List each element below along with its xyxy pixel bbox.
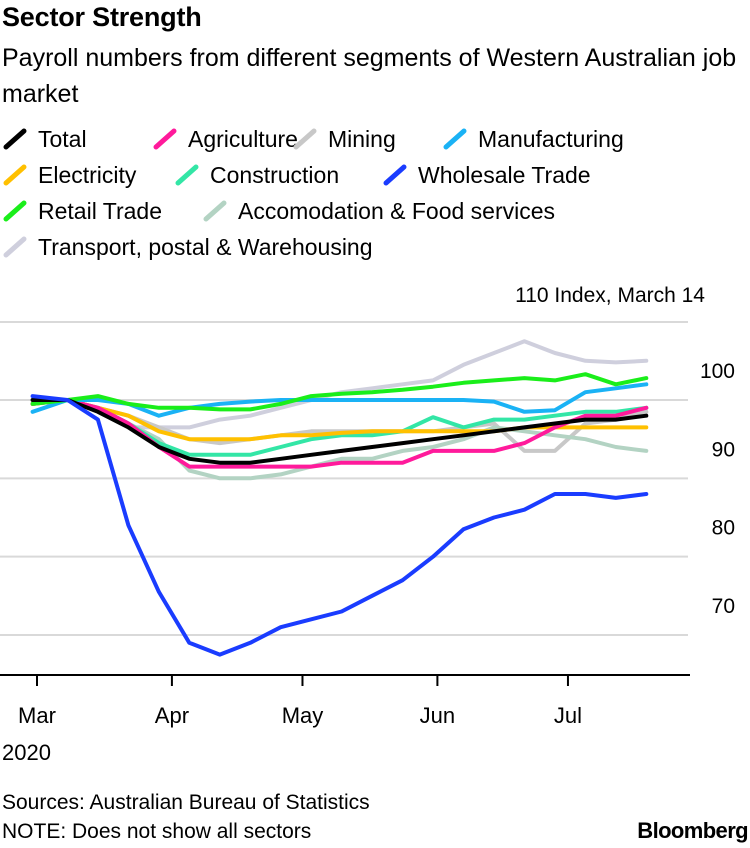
legend-item-mining: Mining xyxy=(292,122,396,156)
legend-item-retail-trade: Retail Trade xyxy=(2,194,162,228)
series-line-agriculture xyxy=(30,398,649,469)
legend-swatch xyxy=(293,128,317,150)
legend-item-wholesale-trade: Wholesale Trade xyxy=(382,158,591,192)
x-tick-label-apr: Apr xyxy=(155,703,189,728)
legend-swatch xyxy=(3,164,27,186)
legend-label: Total xyxy=(38,125,87,152)
legend-item-total: Total xyxy=(2,122,87,156)
legend-swatch xyxy=(203,200,227,222)
legend-item-agriculture: Agriculture xyxy=(152,122,298,156)
legend-swatch xyxy=(3,200,27,222)
legend-swatch xyxy=(153,128,177,150)
bloomberg-logo: Bloomberg xyxy=(637,818,748,843)
y-tick-label-100: 100 xyxy=(700,360,735,383)
legend-label: Agriculture xyxy=(188,125,298,152)
legend-label: Transport, postal & Warehousing xyxy=(38,233,373,260)
legend-label: Retail Trade xyxy=(38,197,163,224)
series-line-wholesale-trade xyxy=(30,394,649,657)
source-notes: Sources: Australian Bureau of Statistics… xyxy=(2,788,370,846)
legend-swatch xyxy=(3,128,27,150)
legend-item-transport-postal-warehousing: Transport, postal & Warehousing xyxy=(2,230,373,264)
chart-title: Sector Strength xyxy=(2,2,202,32)
x-tick-label-jul: Jul xyxy=(554,703,582,728)
legend-swatch xyxy=(3,236,27,258)
series-line-electricity xyxy=(30,398,649,442)
sources-text: Sources: Australian Bureau of Statistics xyxy=(2,791,370,814)
y-tick-label-90: 90 xyxy=(712,438,735,461)
series-line-manufacturing xyxy=(30,382,649,418)
legend-label: Manufacturing xyxy=(478,125,624,152)
legend-swatch xyxy=(383,164,407,186)
y-axis-title: 110 Index, March 14 xyxy=(515,284,705,307)
legend-label: Construction xyxy=(210,161,340,188)
x-tick-label-mar: Mar xyxy=(18,703,56,728)
legend-item-manufacturing: Manufacturing xyxy=(442,122,624,156)
y-tick-label-70: 70 xyxy=(712,595,735,618)
legend-label: Mining xyxy=(328,125,396,152)
legend-item-construction: Construction xyxy=(174,158,339,192)
series-line-retail-trade xyxy=(30,372,649,412)
chart-subtitle: Payroll numbers from different segments … xyxy=(2,44,737,108)
legend-swatch xyxy=(443,128,467,150)
legend-item-accomodation-food-services: Accomodation & Food services xyxy=(202,194,555,228)
note-text: NOTE: Does not show all sectors xyxy=(2,820,312,843)
series-line-total xyxy=(30,398,649,465)
legend-label: Wholesale Trade xyxy=(418,161,591,188)
x-tick-label-jun: Jun xyxy=(420,703,455,728)
legend-swatch xyxy=(175,164,199,186)
x-year-label: 2020 xyxy=(2,740,51,765)
legend-label: Accomodation & Food services xyxy=(238,197,556,224)
y-tick-label-80: 80 xyxy=(712,517,735,540)
legend-item-electricity: Electricity xyxy=(2,158,136,192)
legend-label: Electricity xyxy=(38,161,137,188)
x-tick-label-may: May xyxy=(282,703,324,728)
